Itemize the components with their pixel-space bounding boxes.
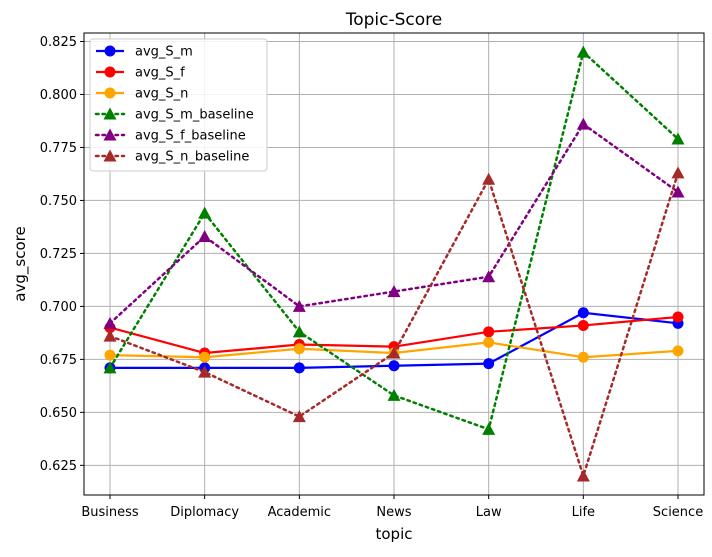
data-point-avg_S_m_baseline: [576, 45, 590, 58]
data-point-avg_S_f_baseline: [671, 185, 685, 198]
data-point-avg_S_f_baseline: [103, 316, 117, 329]
data-point-avg_S_n: [483, 336, 495, 348]
series-avg_S_m_baseline: [103, 45, 685, 435]
y-tick-label: 0.675: [40, 353, 77, 368]
series-avg_S_f_baseline: [103, 117, 685, 329]
data-point-avg_S_n_baseline: [387, 346, 401, 359]
data-point-avg_S_f_baseline: [482, 270, 496, 283]
grid: [84, 33, 704, 495]
data-point-avg_S_n_baseline: [482, 172, 496, 185]
axes: Business Diplomacy Academic News Law Life Scie…: [40, 35, 703, 520]
legend-label: avg_S_n: [135, 87, 188, 102]
data-point-avg_S_f_baseline: [576, 117, 590, 130]
data-point-avg_S_f: [483, 326, 495, 338]
legend-marker-avg_S_m: [104, 45, 116, 57]
data-point-avg_S_n_baseline: [292, 410, 306, 423]
data-point-avg_S_n: [577, 351, 589, 363]
data-point-avg_S_m: [483, 358, 495, 370]
data-point-avg_S_m: [293, 362, 305, 374]
data-point-avg_S_n: [293, 343, 305, 355]
y-tick-label: 0.650: [40, 406, 77, 421]
series-avg_S_n_baseline: [103, 166, 685, 482]
data-point-avg_S_m_baseline: [292, 325, 306, 338]
data-point-avg_S_f_baseline: [387, 285, 401, 298]
series-layer: [103, 45, 685, 482]
x-tick-label: Life: [572, 505, 595, 520]
y-axis-label: avg_score: [11, 226, 30, 301]
data-point-avg_S_m: [577, 307, 589, 319]
x-tick-label: Science: [653, 505, 703, 520]
data-point-avg_S_f: [672, 311, 684, 323]
x-tick-label: News: [376, 505, 411, 520]
x-tick-label: Diplomacy: [170, 505, 239, 520]
y-tick-label: 0.725: [40, 247, 77, 262]
chart-title: Topic-Score: [345, 10, 443, 30]
legend-marker-avg_S_n: [104, 87, 116, 99]
legend-marker-avg_S_f_baseline: [103, 128, 117, 141]
x-tick-label: Law: [476, 505, 502, 520]
legend-marker-avg_S_n_baseline: [103, 149, 117, 162]
data-point-avg_S_m_baseline: [198, 206, 212, 219]
y-tick-label: 0.775: [40, 141, 77, 156]
data-point-avg_S_m_baseline: [103, 361, 117, 374]
y-tick-label: 0.825: [40, 35, 77, 50]
data-point-avg_S_f_baseline: [292, 299, 306, 312]
y-tick-label: 0.750: [40, 194, 77, 209]
y-tick-label: 0.700: [40, 300, 77, 315]
data-point-avg_S_n: [199, 351, 211, 363]
legend-label: avg_S_n_baseline: [135, 150, 249, 165]
data-point-avg_S_f: [577, 319, 589, 331]
y-tick-label: 0.625: [40, 459, 77, 474]
data-point-avg_S_m_baseline: [482, 422, 496, 435]
data-point-avg_S_n_baseline: [198, 365, 212, 378]
data-point-avg_S_n_baseline: [103, 329, 117, 342]
data-point-avg_S_m_baseline: [671, 132, 685, 145]
x-tick-label: Academic: [268, 505, 331, 520]
y-tick-label: 0.800: [40, 88, 77, 103]
x-tick-label: Business: [81, 505, 139, 520]
legend-marker-avg_S_f: [104, 66, 116, 78]
x-axis-label: topic: [376, 525, 413, 543]
legend: avg_S_m avg_S_f avg_S_n avg_S_m_baselineavg…: [89, 38, 268, 172]
legend-label: avg_S_f: [135, 66, 185, 81]
data-point-avg_S_n_baseline: [671, 166, 685, 179]
data-point-avg_S_m: [388, 360, 400, 372]
data-point-avg_S_m_baseline: [387, 388, 401, 401]
data-point-avg_S_n: [104, 349, 116, 361]
legend-label: avg_S_f_baseline: [135, 129, 246, 144]
legend-marker-avg_S_m_baseline: [103, 107, 117, 120]
legend-label: avg_S_m_baseline: [135, 108, 254, 123]
legend-label: avg_S_m: [135, 45, 193, 60]
data-point-avg_S_n: [672, 345, 684, 357]
legend-box: [89, 38, 268, 172]
data-point-avg_S_n_baseline: [576, 469, 590, 482]
data-point-avg_S_f_baseline: [198, 229, 212, 242]
